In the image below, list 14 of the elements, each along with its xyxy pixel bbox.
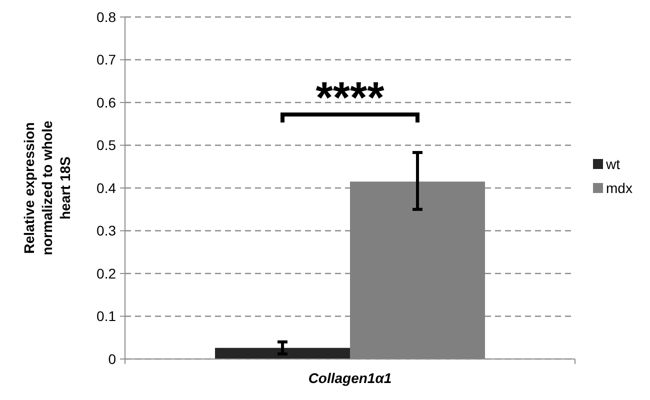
legend-label: mdx bbox=[606, 180, 632, 196]
y-tick-label: 0.8 bbox=[96, 8, 116, 25]
y-axis-title: Relative expression normalized to whole heart 18S bbox=[21, 120, 73, 256]
legend-label: wt bbox=[605, 156, 620, 172]
y-tick-label: 0.4 bbox=[96, 180, 116, 196]
annotation: **** bbox=[316, 73, 386, 122]
y-tick-label: 0.7 bbox=[96, 52, 116, 68]
x-tick-label: Collagen1α1 bbox=[308, 370, 392, 386]
y-tick-label: 0.1 bbox=[96, 308, 116, 324]
y-tick-label: 0.2 bbox=[96, 265, 116, 282]
y-tick-label: 0.6 bbox=[96, 94, 116, 110]
y-tick-label: 0.3 bbox=[96, 222, 116, 239]
y-tick-label: 0 bbox=[108, 350, 116, 367]
y-tick-label: 0.5 bbox=[96, 137, 116, 154]
